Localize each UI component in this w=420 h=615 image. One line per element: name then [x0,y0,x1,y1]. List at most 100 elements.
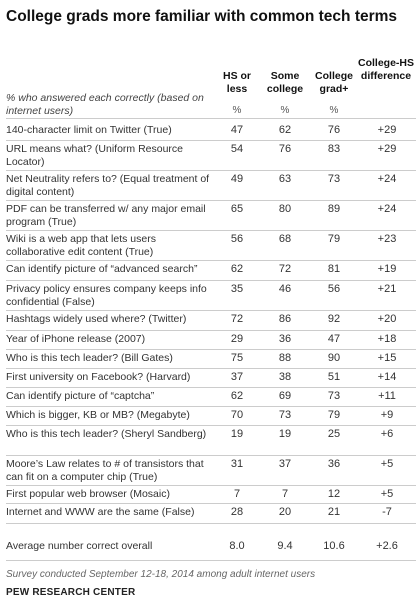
hs-value: 70 [215,409,259,421]
college-grad-value: 76 [312,124,356,136]
table-row: URL means what? (Uniform Resource Locato… [0,140,420,170]
row-divider [6,118,416,119]
difference-value: +11 [365,390,409,402]
difference-value: +21 [365,283,409,295]
college-grad-value: 21 [312,506,356,518]
difference-value: +24 [365,173,409,185]
difference-value: +20 [365,313,409,325]
college-grad-value: 89 [312,203,356,215]
hs-value: 28 [215,506,259,518]
college-grad-value: 25 [312,428,356,440]
some-college-value: 72 [263,263,307,275]
difference-value: +23 [365,233,409,245]
college-grad-value: 92 [312,313,356,325]
row-label: Year of iPhone release (2007) [6,333,211,346]
difference-value: +5 [365,458,409,470]
chart-subtitle: % who answered each correctly (based on … [6,92,206,118]
some-college-value: 63 [263,173,307,185]
hs-value: 62 [215,390,259,402]
hs-value: 7 [215,488,259,500]
college-grad-value: 73 [312,173,356,185]
hs-value: 56 [215,233,259,245]
row-label: Internet and WWW are the same (False) [6,506,211,519]
some-college-value: 36 [263,333,307,345]
row-label: 140-character limit on Twitter (True) [6,124,211,137]
row-label: Moore’s Law relates to # of transistors … [6,458,211,483]
some-college-value: 38 [263,371,307,383]
difference-value: +6 [365,428,409,440]
table-row: Which is bigger, KB or MB? (Megabyte) 70 7… [0,406,420,425]
row-label: Hashtags widely used where? (Twitter) [6,313,211,326]
table-row: Net Neutrality refers to? (Equal treatme… [0,170,420,200]
row-label: Can identify picture of “captcha” [6,390,211,403]
table-row: Year of iPhone release (2007) 29 36 47 +18 [0,330,420,349]
hs-value: 75 [215,352,259,364]
row-label: Can identify picture of “advanced search… [6,263,211,276]
summary-some-college-value: 9.4 [263,540,307,552]
hs-value: 37 [215,371,259,383]
table-row: Can identify picture of “advanced search… [0,260,420,280]
summary-difference-value: +2.6 [365,540,409,552]
table-row: Moore’s Law relates to # of transistors … [0,455,420,485]
some-college-value: 69 [263,390,307,402]
difference-value: +15 [365,352,409,364]
unit-label: % [265,105,305,116]
hs-value: 49 [215,173,259,185]
difference-value: +29 [365,124,409,136]
some-college-value: 76 [263,143,307,155]
table-row: Who is this tech leader? (Sheryl Sandber… [0,425,420,455]
row-label: PDF can be transferred w/ any major emai… [6,203,211,228]
table-row: First university on Facebook? (Harvard) 3… [0,368,420,387]
hs-value: 29 [215,333,259,345]
difference-value: +19 [365,263,409,275]
source-label: PEW RESEARCH CENTER [6,587,135,598]
column-header-college-grad: College grad+ [311,70,357,96]
some-college-value: 19 [263,428,307,440]
survey-note: Survey conducted September 12-18, 2014 a… [6,569,315,580]
difference-value: +9 [365,409,409,421]
hs-value: 65 [215,203,259,215]
college-grad-value: 12 [312,488,356,500]
table-row: Internet and WWW are the same (False) 28 2… [0,503,420,523]
row-label: Net Neutrality refers to? (Equal treatme… [6,173,211,198]
row-label: Which is bigger, KB or MB? (Megabyte) [6,409,211,422]
college-grad-value: 36 [312,458,356,470]
some-college-value: 88 [263,352,307,364]
some-college-value: 86 [263,313,307,325]
some-college-value: 68 [263,233,307,245]
college-grad-value: 83 [312,143,356,155]
chart-title: College grads more familiar with common … [6,8,416,26]
row-divider [6,523,416,524]
summary-hs-value: 8.0 [215,540,259,552]
some-college-value: 73 [263,409,307,421]
college-grad-value: 56 [312,283,356,295]
unit-label: % [314,105,354,116]
row-divider [6,560,416,561]
row-label: Who is this tech leader? (Sheryl Sandber… [6,428,211,441]
hs-value: 35 [215,283,259,295]
table-row: 140-character limit on Twitter (True) 47 6… [0,121,420,140]
hs-value: 31 [215,458,259,470]
summary-college-grad-value: 10.6 [312,540,356,552]
hs-value: 47 [215,124,259,136]
table-row: Privacy policy ensures company keeps inf… [0,280,420,310]
college-grad-value: 81 [312,263,356,275]
hs-value: 19 [215,428,259,440]
difference-value: +5 [365,488,409,500]
hs-value: 62 [215,263,259,275]
row-label: First popular web browser (Mosaic) [6,488,211,501]
some-college-value: 37 [263,458,307,470]
college-grad-value: 73 [312,390,356,402]
column-header-some-college: Some college [259,70,311,96]
table-row: PDF can be transferred w/ any major emai… [0,200,420,230]
college-grad-value: 79 [312,409,356,421]
college-grad-value: 79 [312,233,356,245]
some-college-value: 62 [263,124,307,136]
row-label: URL means what? (Uniform Resource Locato… [6,143,211,168]
some-college-value: 7 [263,488,307,500]
some-college-value: 80 [263,203,307,215]
table-row: Who is this tech leader? (Bill Gates) 75 8… [0,349,420,368]
row-label: Who is this tech leader? (Bill Gates) [6,352,211,365]
hs-value: 72 [215,313,259,325]
